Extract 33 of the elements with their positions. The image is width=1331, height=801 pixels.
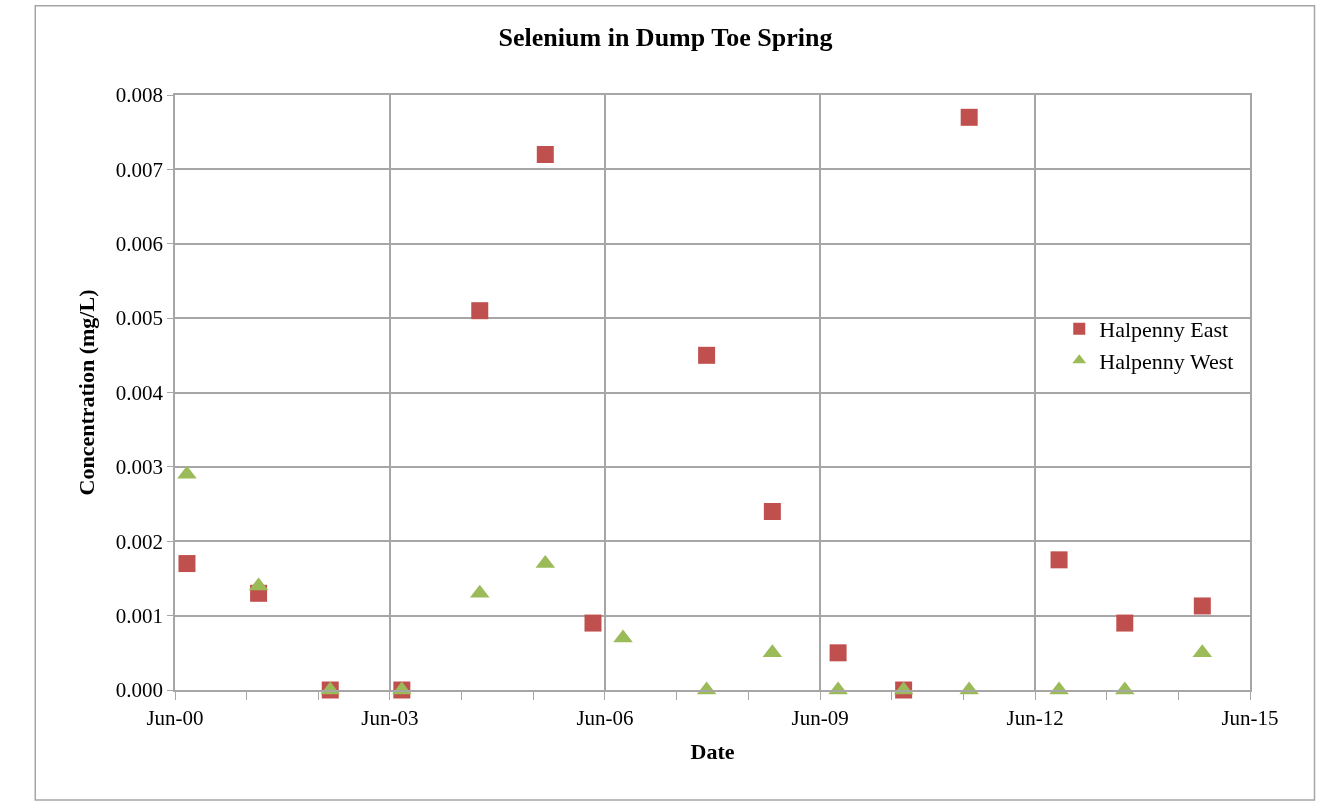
y-tick-label: 0.000 [115, 678, 164, 703]
x-tick-label: Jun-03 [361, 705, 419, 730]
point [471, 302, 489, 320]
y-tick-label: 0.005 [115, 306, 164, 331]
x-axis-title: Date [690, 739, 735, 765]
point [177, 465, 197, 479]
point [1050, 551, 1068, 569]
point [178, 555, 196, 573]
point [1116, 614, 1134, 632]
y-tick-label: 0.006 [115, 232, 164, 257]
y-axis-title: Concentration (mg/L) [74, 289, 100, 496]
x-tick-label: Jun-09 [791, 705, 849, 730]
legend-label: Halpenny East [1099, 317, 1229, 343]
x-tick-label: Jun-06 [576, 705, 634, 730]
point [763, 503, 781, 520]
point [584, 614, 602, 632]
y-tick-label: 0.004 [115, 380, 164, 405]
y-tick-label: 0.007 [115, 157, 164, 182]
x-tick-label: Jun-12 [1006, 705, 1064, 730]
y-tick-label: 0.002 [115, 529, 164, 554]
legend-label: Halpenny West [1099, 348, 1234, 374]
point [536, 146, 554, 163]
point [1193, 597, 1211, 615]
y-tick-label: 0.001 [115, 603, 164, 628]
point [829, 644, 847, 662]
point [960, 108, 978, 126]
point [698, 346, 716, 364]
y-tick-label: 0.008 [115, 83, 164, 108]
x-tick-label: Jun-15 [1221, 705, 1279, 730]
x-tick-label: Jun-00 [146, 705, 204, 730]
point [613, 629, 633, 643]
chart-title: Selenium in Dump Toe Spring [498, 23, 833, 53]
y-tick-label: 0.003 [115, 455, 164, 480]
